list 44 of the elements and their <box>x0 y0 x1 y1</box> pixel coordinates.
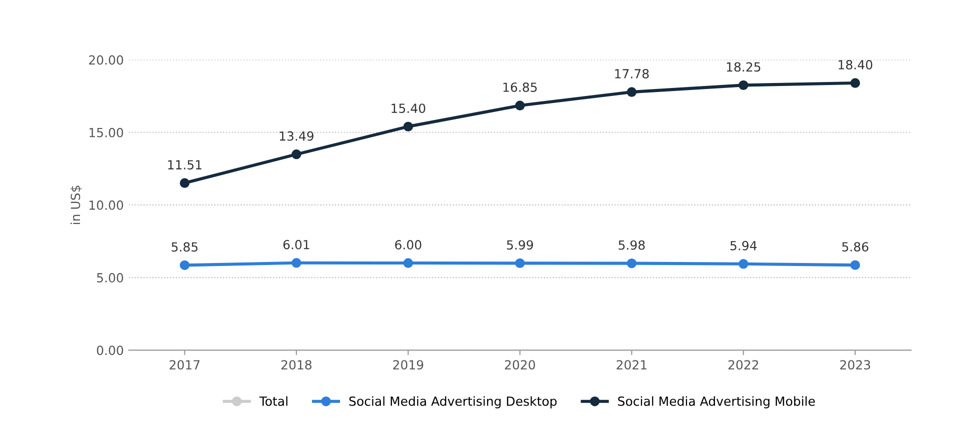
point <box>738 80 748 90</box>
data-label: 15.40 <box>392 104 426 114</box>
point <box>626 258 637 268</box>
legend-label: Total <box>259 396 288 406</box>
data-label: 18.40 <box>838 60 872 70</box>
data-label: 11.51 <box>168 160 202 170</box>
data-label: 6.00 <box>395 240 422 250</box>
point <box>403 122 414 132</box>
point <box>738 259 748 269</box>
x-tick-label: 2023 <box>840 360 870 370</box>
y-tick-label: 10.00 <box>90 200 124 210</box>
data-label: 18.25 <box>726 62 760 72</box>
x-tick-label: 2020 <box>504 360 536 370</box>
y-tick-label: 0.00 <box>96 346 124 356</box>
point <box>515 258 525 268</box>
point <box>626 87 637 97</box>
legend-label: Social Media Advertising Desktop <box>349 396 557 408</box>
data-label: 17.78 <box>615 69 649 78</box>
x-tick-label: 2019 <box>393 360 424 370</box>
point <box>403 258 414 268</box>
data-label: 5.98 <box>618 240 645 250</box>
point <box>180 260 190 270</box>
data-label: 5.85 <box>172 242 198 252</box>
x-tick-label: 2017 <box>170 360 200 370</box>
point <box>850 260 860 270</box>
y-tick-label: 5.00 <box>97 273 124 282</box>
point <box>515 100 525 110</box>
data-label: 5.99 <box>506 240 533 250</box>
x-tick-label: 2022 <box>728 360 758 370</box>
y-tick-label: 20.00 <box>89 55 124 65</box>
data-label: 13.49 <box>280 131 314 141</box>
data-label: 5.94 <box>730 240 757 250</box>
data-label: 6.01 <box>283 240 310 250</box>
point <box>292 258 302 268</box>
point <box>180 178 190 188</box>
y-tick-label: 15.00 <box>90 128 124 138</box>
point <box>292 149 302 160</box>
x-tick-label: 2018 <box>281 360 312 370</box>
y-axis-title: in US$ <box>70 186 82 224</box>
point <box>850 78 860 88</box>
data-label: 5.86 <box>842 242 868 252</box>
x-tick-label: 2021 <box>616 360 646 370</box>
data-label: 16.85 <box>503 82 537 92</box>
legend-label: Social Media Advertising Mobile <box>618 396 815 408</box>
